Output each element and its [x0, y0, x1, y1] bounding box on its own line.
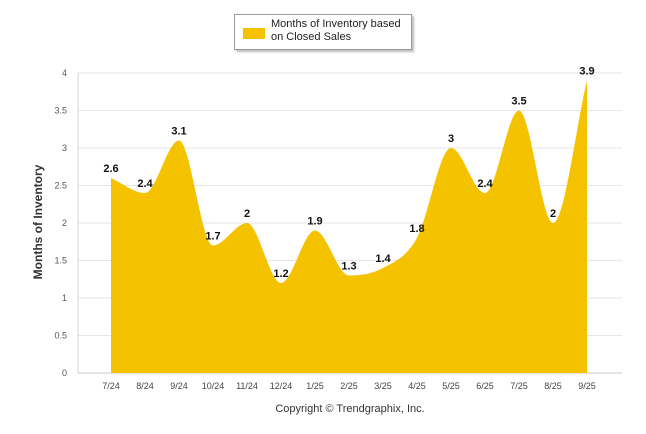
x-tick-label: 10/24	[202, 381, 225, 391]
data-labels: 2.6 2.4 3.1 1.7 2 1.2 1.9 1.3 1.4 1.8 3 2.4 3.5 2 3.9	[103, 66, 594, 281]
chart-legend[interactable]: Months of Inventory based on Closed Sale…	[234, 14, 412, 50]
y-tick-label: 2.5	[54, 181, 67, 191]
data-label: 1.9	[307, 216, 322, 228]
legend-swatch	[243, 28, 265, 39]
y-tick-label: 3	[62, 143, 67, 153]
data-label: 1.8	[409, 223, 424, 235]
area-series-fill	[111, 80, 587, 373]
data-label: 2	[550, 208, 556, 220]
x-tick-label: 11/24	[236, 381, 258, 391]
x-tick-label: 7/24	[102, 381, 120, 391]
y-tick-label: 3.5	[54, 106, 67, 116]
y-tick-label: 0	[62, 368, 67, 378]
y-tick-label: 1	[62, 293, 67, 303]
data-label: 1.4	[375, 253, 391, 265]
x-tick-label: 6/25	[476, 381, 494, 391]
data-label: 2.4	[477, 178, 493, 190]
data-label: 3.5	[511, 96, 526, 108]
x-tick-label: 5/25	[442, 381, 460, 391]
y-tick-label: 0.5	[54, 331, 67, 341]
x-tick-label: 8/25	[544, 381, 562, 391]
data-label: 1.3	[341, 261, 356, 273]
x-tick-labels: 7/24 8/24 9/24 10/24 11/24 12/24 1/25 2/25 3/25 4…	[102, 381, 596, 391]
y-tick-label: 4	[62, 68, 67, 78]
data-label: 2.4	[137, 178, 153, 190]
data-label: 3.1	[171, 126, 186, 138]
x-tick-label: 12/24	[270, 381, 293, 391]
y-tick-labels: 0 0.5 1 1.5 2 2.5 3 3.5 4	[54, 68, 67, 378]
data-label: 2.6	[103, 163, 118, 175]
copyright-text: Copyright © Trendgraphix, Inc.	[275, 403, 424, 415]
x-tick-label: 9/25	[578, 381, 596, 391]
y-tick-label: 2	[62, 218, 67, 228]
data-label: 2	[244, 208, 250, 220]
data-label: 1.2	[273, 268, 288, 280]
x-tick-label: 2/25	[340, 381, 358, 391]
y-tick-label: 1.5	[54, 256, 67, 266]
x-tick-label: 1/25	[306, 381, 324, 391]
x-tick-label: 9/24	[170, 381, 188, 391]
area-series	[111, 80, 587, 373]
x-tick-label: 4/25	[408, 381, 426, 391]
data-label: 1.7	[205, 231, 220, 243]
x-tick-label: 8/24	[136, 381, 154, 391]
legend-label: Months of Inventory based on Closed Sale…	[271, 18, 401, 43]
x-tick-label: 3/25	[374, 381, 392, 391]
y-axis-title: Months of Inventory	[31, 164, 45, 279]
data-label: 3.9	[579, 66, 594, 78]
x-tick-label: 7/25	[510, 381, 528, 391]
data-label: 3	[448, 133, 454, 145]
